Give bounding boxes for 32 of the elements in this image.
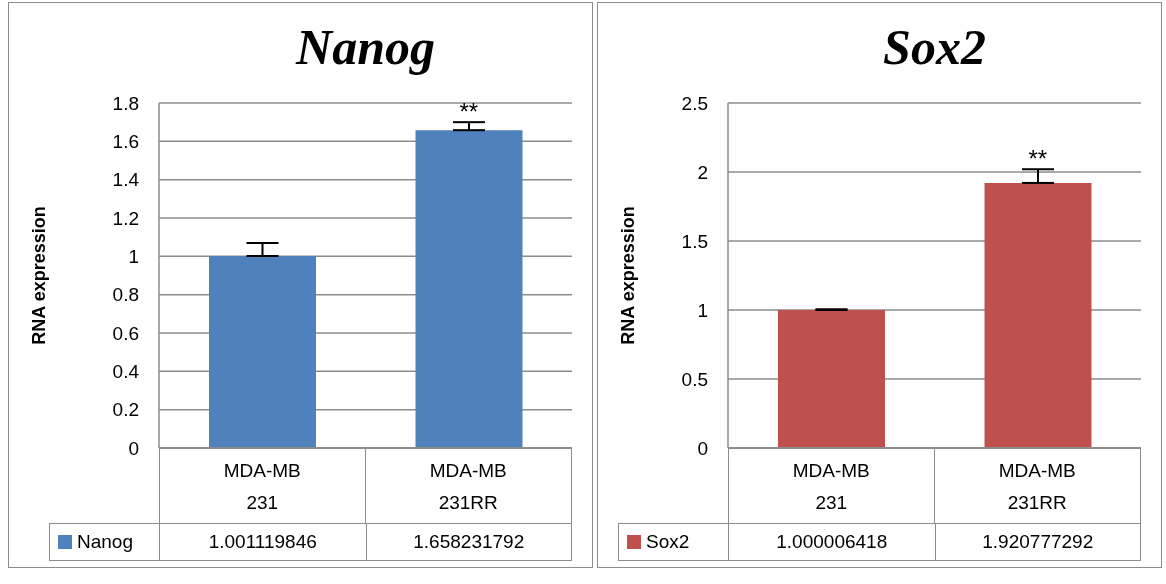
annotation: **: [1028, 145, 1048, 173]
x-tick-label: MDA-MB 231: [791, 459, 871, 515]
x-tick-label: MDA-MB 231: [222, 459, 302, 515]
y-tick-label: 1: [697, 299, 708, 321]
data-label: 1.658231792: [365, 524, 572, 560]
y-tick-label: 0: [128, 437, 139, 459]
y-tick-label: 1.5: [681, 230, 708, 252]
y-tick-label: 1.8: [112, 92, 139, 114]
y-tick-label: 0.8: [112, 284, 139, 306]
y-tick-label: 1.4: [112, 169, 140, 191]
y-tick-label: 0.2: [112, 399, 139, 421]
data-label: 1.920777292: [934, 524, 1141, 560]
x-tick-label: MDA-MB 231RR: [428, 459, 508, 515]
chart-title: Sox2: [882, 18, 987, 77]
y-tick-label: 0.6: [112, 322, 139, 344]
y-tick-label: 2: [697, 161, 708, 183]
data-label: 1.001119846: [159, 524, 366, 560]
y-tick-label: 1: [128, 246, 139, 268]
legend-label: Sox2: [646, 531, 690, 553]
y-tick-label: 0: [697, 437, 708, 459]
chart-title: Nanog: [294, 18, 436, 77]
y-axis-title: RNA expression: [618, 206, 639, 345]
data-label: 1.000006418: [728, 524, 935, 560]
y-tick-label: 0.5: [681, 368, 708, 390]
y-tick-label: 1.6: [112, 131, 139, 153]
y-tick-label: 0.4: [112, 361, 140, 383]
x-tick-label: MDA-MB 231RR: [997, 459, 1077, 515]
y-tick-label: 1.2: [112, 207, 139, 229]
annotation: **: [459, 98, 479, 126]
legend-label: Nanog: [77, 531, 133, 553]
y-tick-label: 2.5: [681, 92, 708, 114]
y-axis-title: RNA expression: [29, 206, 50, 345]
